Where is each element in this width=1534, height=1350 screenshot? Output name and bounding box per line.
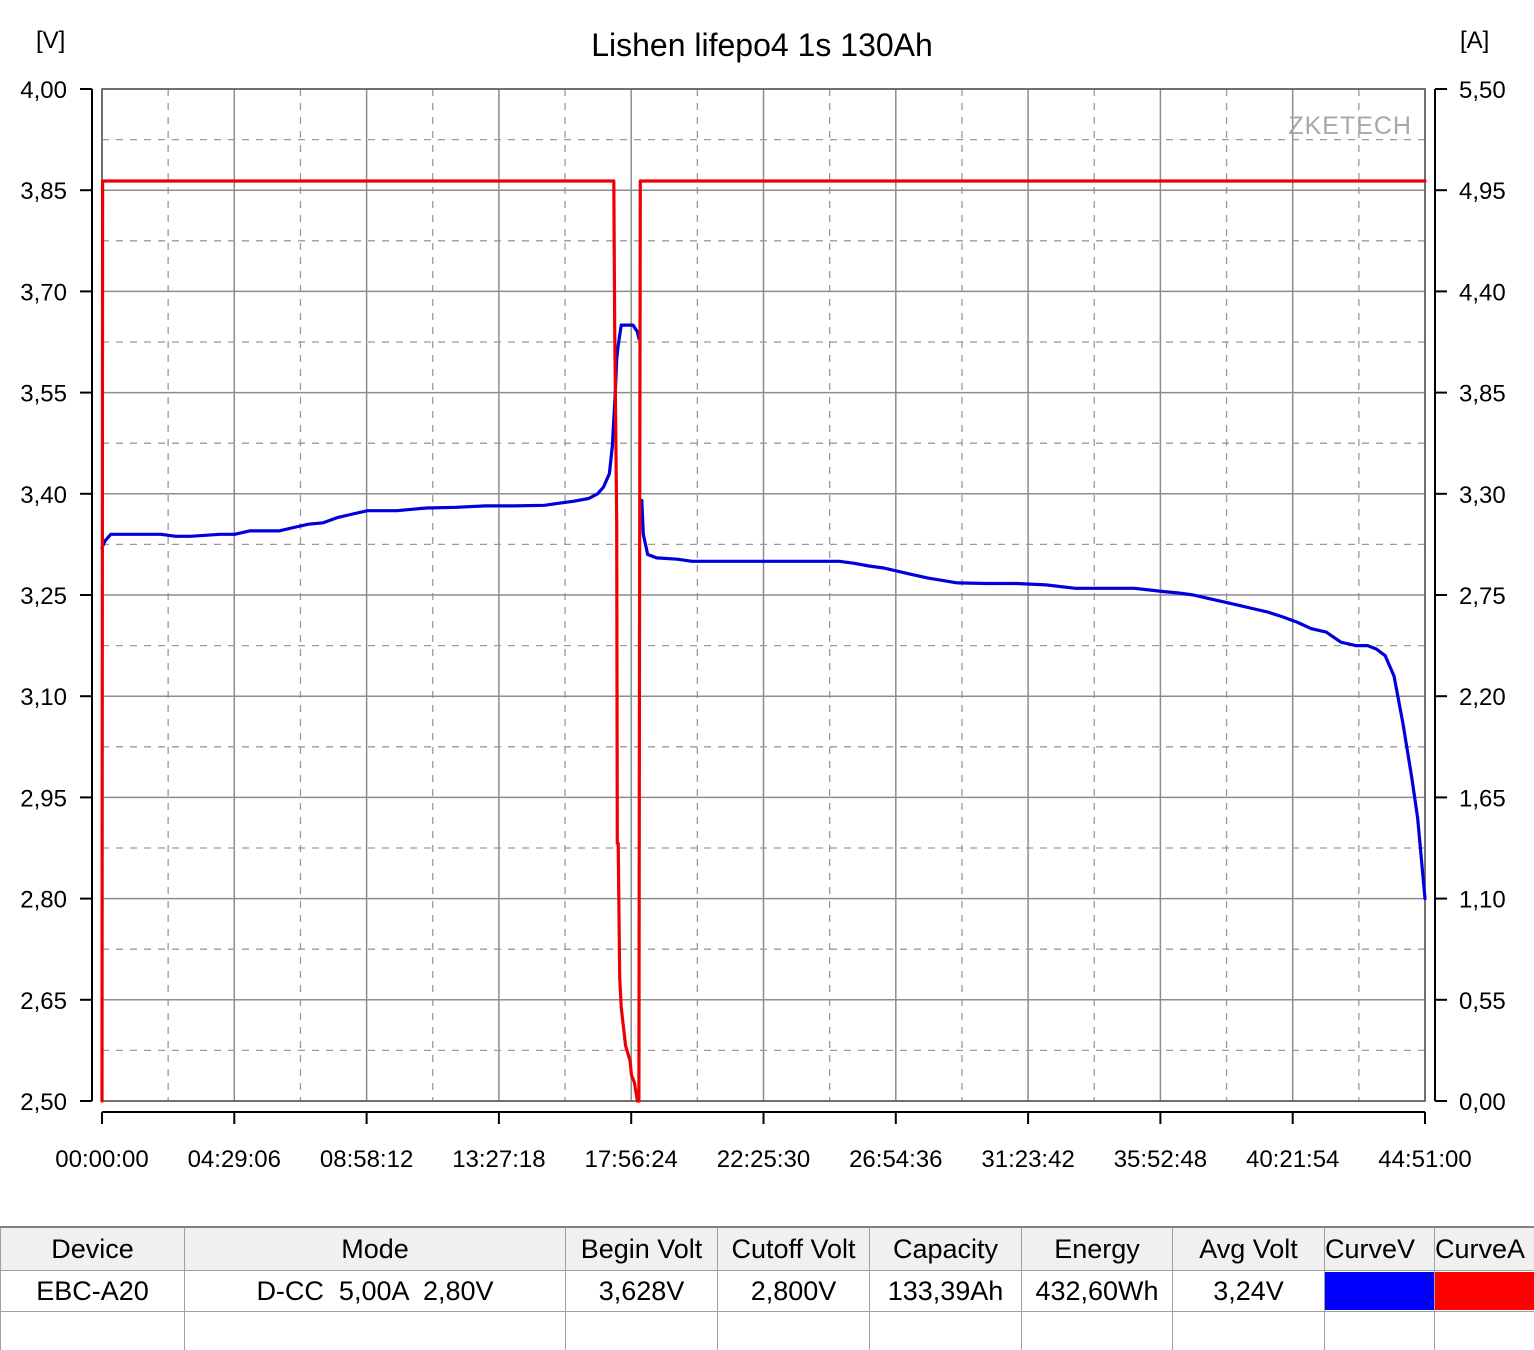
header-energy: Energy [1021,1226,1173,1271]
left-tick-label: 4,00 [20,77,67,104]
x-tick-label: 26:54:36 [849,1146,942,1173]
header-mode: Mode [184,1226,566,1271]
table-row[interactable]: EBC-A20 D-CC 5,00A 2,80V 3,628V 2,800V 1… [0,1270,1534,1312]
chart-title: Lishen lifepo4 1s 130Ah [591,27,933,63]
summary-table: Device Mode Begin Volt Cutoff Volt Capac… [0,1226,1534,1350]
series-lines [100,179,1427,1103]
right-tick-label: 3,85 [1459,381,1506,408]
x-tick-label: 13:27:18 [452,1146,545,1173]
tick-labels: 4,00 3,85 3,70 3,55 3,40 3,25 3,10 2,95 2,80 2,65… [20,77,1505,1173]
left-tick-label: 3,55 [20,381,67,408]
table-header-row: Device Mode Begin Volt Cutoff Volt Capac… [0,1226,1534,1271]
left-tick-label: 2,95 [20,785,67,812]
left-tick-label: 2,65 [20,988,67,1015]
left-tick-label: 2,50 [20,1089,67,1116]
curve-v-swatch[interactable] [1324,1270,1435,1312]
axes [80,88,1447,1124]
cell-mode: D-CC 5,00A 2,80V [184,1270,566,1312]
cell-cutoff-volt: 2,800V [717,1270,870,1312]
cell-begin-volt: 3,628V [565,1270,718,1312]
grid-lines [101,88,1426,1102]
cell-energy: 432,60Wh [1021,1270,1173,1312]
header-curve-v: CurveV [1324,1226,1435,1271]
left-axis-unit: [V] [36,27,65,54]
header-capacity: Capacity [869,1226,1022,1271]
header-begin-volt: Begin Volt [565,1226,718,1271]
right-axis-unit: [A] [1460,27,1489,54]
curve-a-color [1435,1272,1534,1310]
x-tick-label: 35:52:48 [1114,1146,1207,1173]
x-tick-label: 44:51:00 [1378,1146,1471,1173]
voltage-series-line [100,323,641,550]
x-tick-label: 00:00:00 [55,1146,148,1173]
right-tick-label: 4,40 [1459,279,1506,306]
x-tick-label: 04:29:06 [188,1146,281,1173]
left-tick-label: 3,85 [20,178,67,205]
cell-avg-volt: 3,24V [1172,1270,1325,1312]
empty-cell [1434,1311,1534,1350]
x-tick-label: 08:58:12 [320,1146,413,1173]
watermark: ZKETECH [1288,112,1412,140]
left-tick-label: 3,70 [20,279,67,306]
right-tick-label: 5,50 [1459,77,1506,104]
left-tick-label: 3,25 [20,583,67,610]
empty-table-row [0,1311,1534,1350]
right-tick-label: 1,65 [1459,785,1506,812]
header-curve-a: CurveA [1434,1226,1534,1271]
empty-cell [1324,1311,1435,1350]
header-avg-volt: Avg Volt [1172,1226,1325,1271]
voltage-current-chart: 4,00 3,85 3,70 3,55 3,40 3,25 3,10 2,95 2,80 2,65… [20,27,1505,1173]
cell-device: EBC-A20 [0,1270,185,1312]
right-tick-label: 2,75 [1459,583,1506,610]
x-tick-label: 22:25:30 [717,1146,810,1173]
empty-cell [1172,1311,1325,1350]
current-series-line [100,179,1427,1103]
curve-v-color [1325,1272,1434,1310]
right-tick-label: 3,30 [1459,482,1506,509]
right-tick-label: 1,10 [1459,887,1506,914]
right-tick-label: 4,95 [1459,178,1506,205]
empty-cell [717,1311,870,1350]
empty-cell [869,1311,1022,1350]
x-tick-label: 40:21:54 [1246,1146,1339,1173]
right-tick-label: 2,20 [1459,684,1506,711]
empty-cell [565,1311,718,1350]
right-tick-label: 0,00 [1459,1089,1506,1116]
empty-cell [1021,1311,1173,1350]
right-tick-label: 0,55 [1459,988,1506,1015]
x-tick-label: 17:56:24 [584,1146,677,1173]
empty-cell [184,1311,566,1350]
left-tick-label: 2,80 [20,887,67,914]
header-cutoff-volt: Cutoff Volt [717,1226,870,1271]
header-device: Device [0,1226,185,1271]
x-tick-label: 31:23:42 [981,1146,1074,1173]
curve-a-swatch[interactable] [1434,1270,1534,1312]
cell-capacity: 133,39Ah [869,1270,1022,1312]
empty-cell [0,1311,185,1350]
left-tick-label: 3,10 [20,684,67,711]
test-summary-table: Device Mode Begin Volt Cutoff Volt Capac… [0,1226,1534,1350]
voltage-series-line [640,498,1427,901]
left-tick-label: 3,40 [20,482,67,509]
